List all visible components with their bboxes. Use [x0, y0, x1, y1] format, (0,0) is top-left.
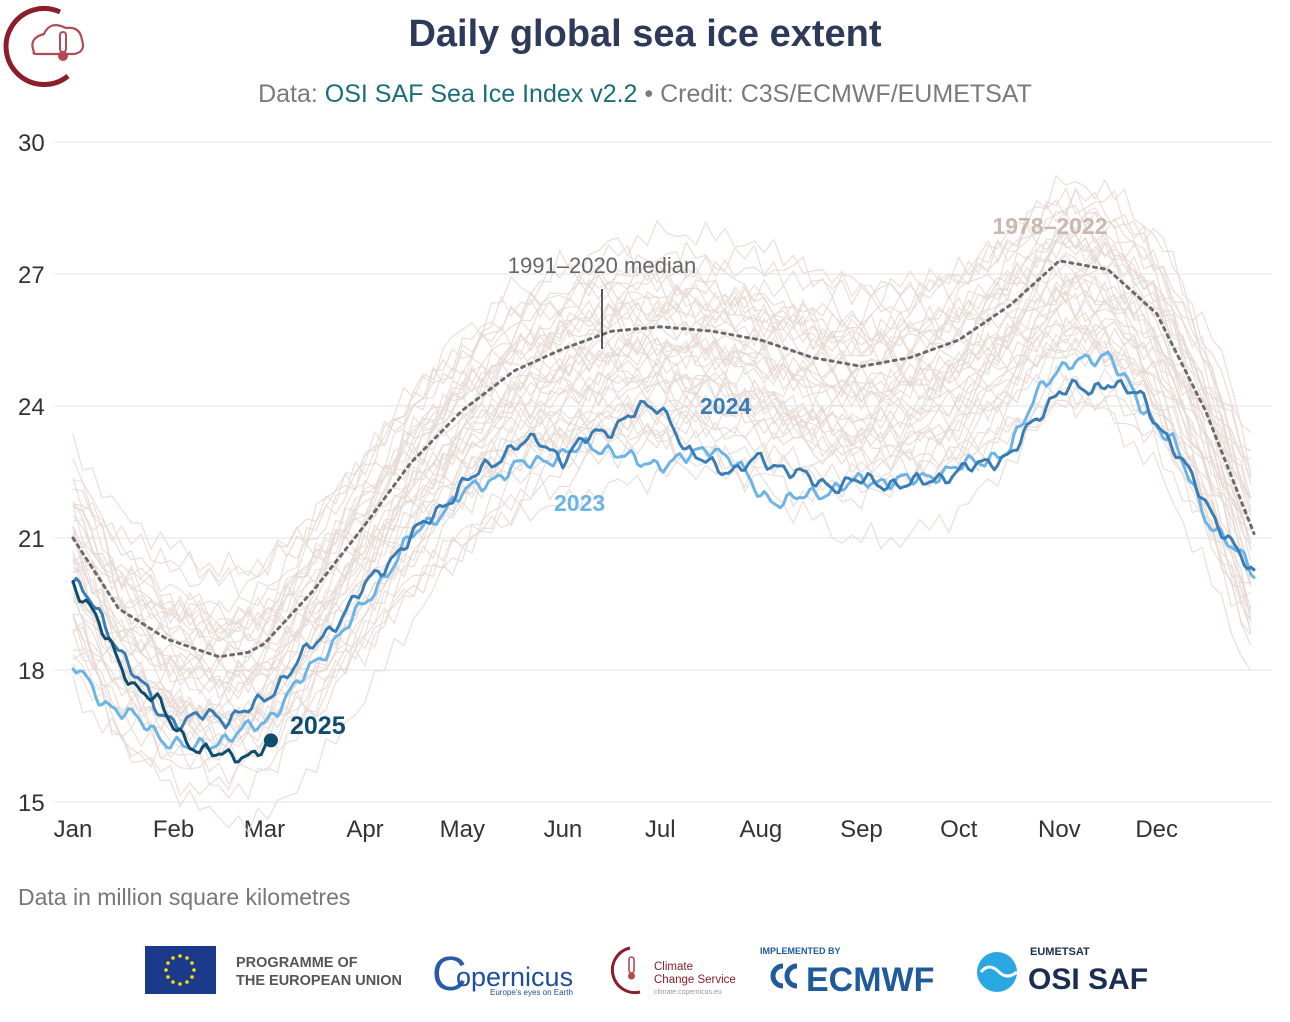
history-line: [72, 364, 1252, 762]
history-line: [72, 389, 1252, 748]
subtitle-source-link[interactable]: OSI SAF Sea Ice Index v2.2: [325, 80, 638, 108]
eu-stars-icon: [164, 954, 196, 986]
history-line: [72, 227, 1252, 648]
history-line: [72, 318, 1252, 726]
history-line: [72, 273, 1252, 700]
x-axis-ticks: Jan Feb Mar Apr May Jun Jul Aug Sep Oct Nov Dec: [54, 816, 1178, 843]
history-range-label: 1978–2022: [992, 213, 1107, 239]
ecmwf-wordmark: ECMWF: [806, 961, 934, 999]
history-line: [72, 290, 1252, 720]
series-line-2025: [71, 580, 273, 764]
history-line: [72, 324, 1252, 786]
subtitle-prefix: Data:: [258, 80, 325, 108]
history-line: [72, 325, 1252, 756]
history-line: [72, 225, 1252, 652]
eu-logo-line2: THE EUROPEAN UNION: [236, 973, 402, 989]
x-tick-nov: Nov: [1038, 816, 1081, 843]
history-line: [72, 274, 1252, 705]
series-line-1991-2020-median: [71, 259, 1256, 659]
history-line: [72, 330, 1252, 735]
label-2025: 2025: [290, 712, 346, 740]
history-line: [72, 306, 1252, 733]
history-line: [72, 232, 1252, 642]
chart-title: Daily global sea ice extent: [408, 13, 881, 55]
series-line-2024: [71, 378, 1256, 732]
history-line: [72, 338, 1252, 800]
x-tick-may: May: [440, 816, 485, 843]
ecmwf-mark-icon: [770, 963, 798, 989]
x-tick-apr: Apr: [346, 816, 383, 843]
c3s-url: climate.copernicus.eu: [654, 989, 722, 996]
history-line: [72, 273, 1252, 695]
label-2023: 2023: [554, 490, 605, 516]
y-tick-label: 24: [18, 394, 45, 421]
c3s-emblem-icon: [3, 6, 85, 87]
ecmwf-logo: IMPLEMENTED BY ECMWF: [760, 946, 934, 999]
osisaf-wordmark: OSI SAF: [1028, 963, 1148, 996]
y-tick-label: 18: [18, 658, 45, 685]
copernicus-logo: C opernicus Europe's eyes on Earth: [432, 948, 573, 1001]
history-line: [72, 187, 1252, 578]
ecmwf-implemented-by: IMPLEMENTED BY: [760, 946, 841, 956]
copernicus-tagline: Europe's eyes on Earth: [490, 988, 573, 997]
history-line: [72, 203, 1251, 597]
history-line: [72, 271, 1252, 694]
x-tick-feb: Feb: [153, 816, 194, 843]
history-line: [72, 381, 1252, 834]
x-tick-oct: Oct: [940, 816, 978, 843]
x-tick-aug: Aug: [739, 816, 782, 843]
c3s-logo: Climate Change Service climate.copernicu…: [610, 946, 736, 996]
y-axis-ticks: 15 18 21 24 27 30: [18, 130, 45, 817]
copernicus-wordmark: opernicus: [456, 962, 573, 992]
chart-subtitle: Data: OSI SAF Sea Ice Index v2.2 • Credi…: [258, 80, 1032, 108]
history-line: [72, 384, 1252, 770]
history-line: [72, 294, 1252, 729]
history-lines-1978-2022: [72, 174, 1252, 834]
c3s-line2: Change Service: [654, 974, 736, 986]
x-tick-mar: Mar: [244, 816, 285, 843]
eu-logo-line1: PROGRAMME OF: [236, 955, 358, 971]
copernicus-c: C: [432, 948, 467, 1001]
annotations: 1978–2022 1991–2020 median 2024 2023 2025: [290, 213, 1108, 740]
y-tick-label: 27: [18, 262, 45, 289]
subtitle-credit: • Credit: C3S/ECMWF/EUMETSAT: [637, 80, 1031, 108]
y-tick-label: 15: [18, 790, 45, 817]
history-line: [72, 188, 1252, 628]
label-2024: 2024: [700, 393, 751, 419]
history-line: [72, 286, 1252, 694]
x-tick-jul: Jul: [645, 816, 676, 843]
eu-logo: PROGRAMME OF THE EUROPEAN UNION: [145, 946, 402, 994]
history-line: [72, 280, 1252, 682]
x-tick-jun: Jun: [544, 816, 583, 843]
eumetsat-label: EUMETSAT: [1030, 946, 1090, 958]
history-line: [72, 187, 1252, 635]
x-tick-dec: Dec: [1135, 816, 1178, 843]
median-label: 1991–2020 median: [508, 253, 696, 278]
y-tick-label: 30: [18, 130, 45, 157]
x-tick-jan: Jan: [54, 816, 93, 843]
c3s-line1: Climate: [654, 961, 693, 973]
history-line: [72, 174, 1252, 620]
history-line: [72, 338, 1252, 722]
series-2025-endpoint: [263, 733, 278, 748]
osisaf-logo: EUMETSAT OSI SAF: [977, 946, 1148, 996]
series-line-2023: [71, 350, 1256, 751]
units-note: Data in million square kilometres: [18, 884, 350, 910]
history-line: [72, 241, 1252, 653]
x-tick-sep: Sep: [840, 816, 883, 843]
series-lines: [71, 259, 1256, 764]
y-tick-label: 21: [18, 526, 45, 553]
